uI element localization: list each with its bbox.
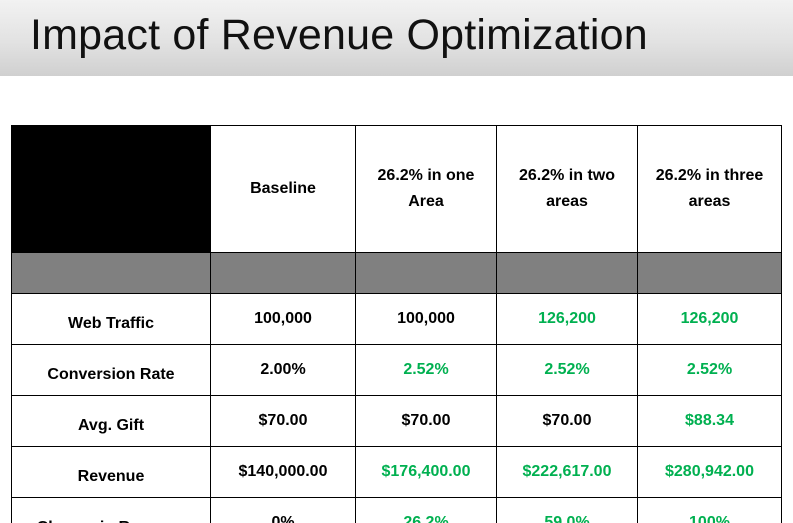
cell-three-areas: 100% xyxy=(637,497,782,523)
header-row: Baseline 26.2% in one Area 26.2% in two … xyxy=(11,125,782,253)
separator-cell xyxy=(11,252,211,294)
cell-baseline: $70.00 xyxy=(210,395,356,447)
header-three-areas: 26.2% in three areas xyxy=(637,125,782,253)
cell-three-areas: 126,200 xyxy=(637,293,782,345)
cell-three-areas: 2.52% xyxy=(637,344,782,396)
table-row: Revenue $140,000.00 $176,400.00 $222,617.00… xyxy=(11,446,782,498)
cell-two-areas: $222,617.00 xyxy=(496,446,638,498)
separator-cell xyxy=(637,252,782,294)
row-label: Avg. Gift xyxy=(11,395,211,447)
cell-two-areas: 126,200 xyxy=(496,293,638,345)
table-row: Avg. Gift $70.00 $70.00 $70.00 $88.34 xyxy=(11,395,782,447)
slide-title: Impact of Revenue Optimization xyxy=(30,11,648,59)
header-baseline: Baseline xyxy=(210,125,356,253)
title-bar: Impact of Revenue Optimization xyxy=(0,0,793,76)
cell-three-areas: $280,942.00 xyxy=(637,446,782,498)
cell-baseline: $140,000.00 xyxy=(210,446,356,498)
cell-two-areas: 2.52% xyxy=(496,344,638,396)
cell-one-area: 100,000 xyxy=(355,293,497,345)
separator-cell xyxy=(355,252,497,294)
separator-cell xyxy=(496,252,638,294)
separator-row xyxy=(11,252,782,294)
cell-two-areas: $70.00 xyxy=(496,395,638,447)
row-label: Web Traffic xyxy=(11,293,211,345)
row-label: Revenue xyxy=(11,446,211,498)
cell-one-area: 26.2% xyxy=(355,497,497,523)
cell-one-area: 2.52% xyxy=(355,344,497,396)
table-body: Web Traffic 100,000 100,000 126,200 126,200 C… xyxy=(11,293,782,523)
header-two-areas: 26.2% in two areas xyxy=(496,125,638,253)
row-label: Conversion Rate xyxy=(11,344,211,396)
table-row: Conversion Rate 2.00% 2.52% 2.52% 2.52% xyxy=(11,344,782,396)
cell-two-areas: 59.0% xyxy=(496,497,638,523)
header-corner-cell xyxy=(11,125,211,253)
row-label: Change in Revenue xyxy=(11,497,211,523)
cell-one-area: $70.00 xyxy=(355,395,497,447)
table-row: Web Traffic 100,000 100,000 126,200 126,200 xyxy=(11,293,782,345)
cell-baseline: 2.00% xyxy=(210,344,356,396)
header-one-area: 26.2% in one Area xyxy=(355,125,497,253)
cell-baseline: 100,000 xyxy=(210,293,356,345)
table-row: Change in Revenue0%26.2%59.0%100% xyxy=(11,497,782,523)
separator-cell xyxy=(210,252,356,294)
cell-baseline: 0% xyxy=(210,497,356,523)
cell-three-areas: $88.34 xyxy=(637,395,782,447)
revenue-table: Baseline 26.2% in one Area 26.2% in two … xyxy=(11,125,782,523)
cell-one-area: $176,400.00 xyxy=(355,446,497,498)
